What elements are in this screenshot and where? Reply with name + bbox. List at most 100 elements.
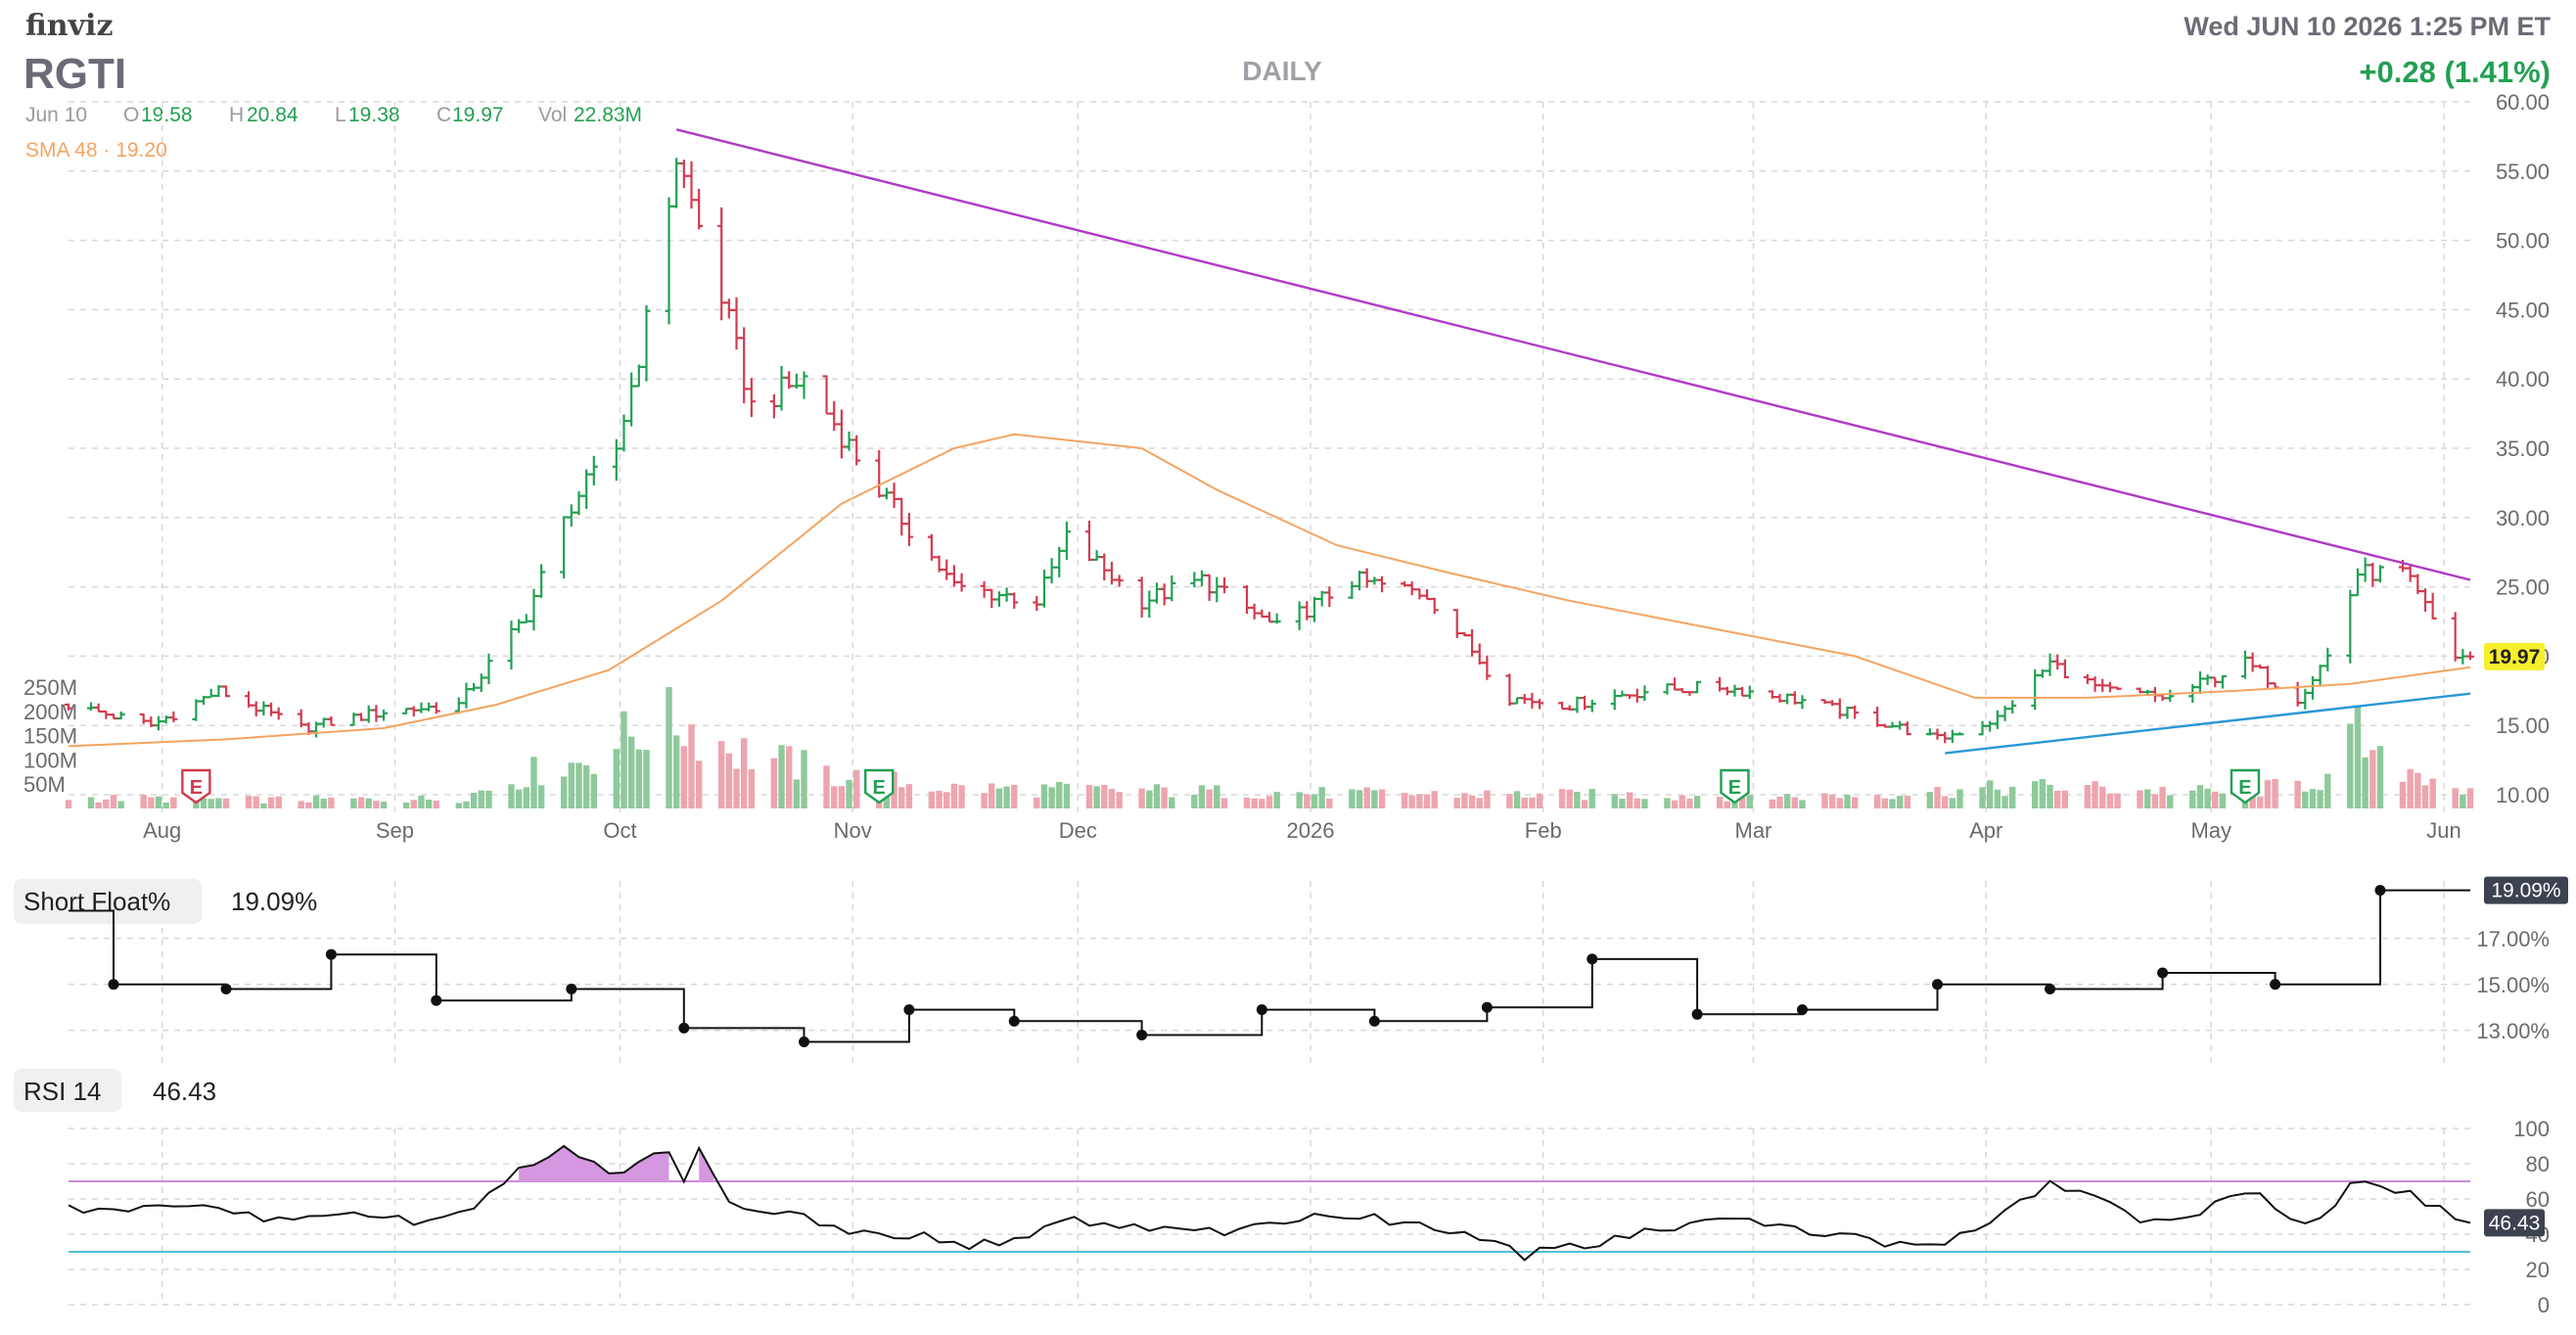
volume-bar xyxy=(2167,795,2174,808)
volume-bar xyxy=(2399,781,2407,808)
volume-bar xyxy=(695,760,703,808)
low-value: 19.38 xyxy=(348,104,400,126)
short-float-grid: 17.00% 15.00% 13.00% xyxy=(69,881,2550,1065)
volume-bar xyxy=(725,753,733,808)
trendline[interactable] xyxy=(1945,692,2471,755)
volume-bar xyxy=(1783,794,1791,808)
volume-bar xyxy=(1513,791,1521,808)
volume-bar xyxy=(1349,789,1356,808)
volume-bar xyxy=(103,799,110,808)
volume-bar xyxy=(2009,786,2016,808)
earnings-marker[interactable]: E xyxy=(1720,768,1750,805)
short-float-point xyxy=(799,1036,810,1047)
brand-logo[interactable]: finviz xyxy=(25,9,114,43)
trendline[interactable] xyxy=(675,128,2471,581)
y-tick-label: 25.00 xyxy=(2496,575,2550,600)
volume-bar xyxy=(2114,793,2121,808)
price-grid xyxy=(69,101,2470,812)
short-float-point xyxy=(2045,983,2056,994)
volume-bar xyxy=(560,776,568,808)
volume-bar xyxy=(1941,796,1949,808)
volume-bar xyxy=(958,785,965,808)
volume-bar xyxy=(2460,794,2466,808)
volume-bar xyxy=(2354,707,2362,808)
volume-bar xyxy=(1529,797,1536,808)
trendlines[interactable] xyxy=(675,128,2471,755)
short-float-tag-bg[interactable] xyxy=(14,879,202,924)
volume-bar xyxy=(155,796,162,808)
earnings-marker[interactable]: E xyxy=(864,768,895,805)
rsi-tick-label: 0 xyxy=(2538,1293,2550,1317)
short-float-point xyxy=(1691,1008,1703,1020)
short-float-point xyxy=(2157,967,2169,979)
volume-bar xyxy=(350,798,357,808)
volume-bar xyxy=(1588,789,1595,808)
volume-bar xyxy=(253,796,259,808)
earnings-marker-shape xyxy=(1720,768,1750,805)
volume-bar xyxy=(680,746,688,808)
rsi-badge-bg xyxy=(2484,1209,2545,1237)
earnings-marker-label: E xyxy=(190,777,203,799)
earnings-marker[interactable]: E xyxy=(2230,768,2261,805)
volume-bar xyxy=(267,797,275,808)
volume-bar xyxy=(2309,789,2317,808)
volume-bar xyxy=(1206,789,1213,808)
short-float-tick-label: 17.00% xyxy=(2476,927,2550,951)
timeframe-label[interactable]: DAILY xyxy=(1242,56,1322,86)
volume-bar xyxy=(215,798,222,808)
volume-bar xyxy=(1566,789,1573,808)
volume-bar xyxy=(1318,787,1325,808)
volume-bar xyxy=(1273,792,1280,808)
volume-bar xyxy=(2369,750,2376,808)
x-tick-label: Nov xyxy=(834,818,872,843)
volume-bar xyxy=(613,749,621,808)
volume-bar xyxy=(1371,790,1378,808)
volume-bar xyxy=(478,790,484,808)
volume-bar xyxy=(950,783,958,808)
volume-bar xyxy=(2347,723,2354,808)
volume-bar xyxy=(1265,796,1273,808)
x-tick-label: Feb xyxy=(1525,818,1562,843)
volume-bar xyxy=(793,779,801,808)
volume-bar xyxy=(410,800,417,808)
volume-bar xyxy=(2362,757,2369,808)
volume-bar xyxy=(2001,796,2008,808)
volume-bar xyxy=(846,779,852,808)
volume-tick-label: 250M xyxy=(23,675,77,700)
volume-bar xyxy=(582,765,590,808)
volume-bar xyxy=(1679,795,1685,808)
volume-bar xyxy=(1326,798,1333,808)
volume-bar xyxy=(2452,788,2459,808)
volume-bar xyxy=(1146,790,1153,808)
y-tick-label: 50.00 xyxy=(2496,229,2550,253)
volume-bar xyxy=(1881,798,1889,808)
earnings-marker-label: E xyxy=(873,777,886,799)
volume-bar xyxy=(1994,789,2001,808)
volume-bar xyxy=(1138,788,1145,808)
rsi-overbought-area xyxy=(519,1145,669,1181)
volume-bar xyxy=(1363,787,1370,808)
volume-bar xyxy=(1093,786,1100,808)
volume-bar xyxy=(1521,797,1528,808)
volume-bar xyxy=(1011,784,1018,808)
volume-bar xyxy=(470,792,478,808)
volume-bar xyxy=(1828,794,1836,808)
last-price-badge: 19.97 xyxy=(2484,642,2545,670)
volume-bar xyxy=(1101,784,1108,808)
volume-bar xyxy=(1889,799,1896,808)
volume-bar xyxy=(2219,793,2227,808)
last-price-badge-bg xyxy=(2484,642,2545,670)
volume-bar xyxy=(298,801,304,808)
rsi-tag-bg[interactable] xyxy=(14,1069,121,1112)
earnings-marker-label: E xyxy=(2238,777,2251,799)
volume-bar xyxy=(1558,789,1566,808)
x-tick-label: Jun xyxy=(2426,818,2461,843)
earnings-marker[interactable]: E xyxy=(181,768,211,805)
volume-bar xyxy=(2092,781,2098,808)
volume-bar xyxy=(2039,778,2047,808)
volume-bar xyxy=(2084,785,2092,808)
short-float-value: 19.09% xyxy=(231,887,317,916)
volume-bar xyxy=(537,785,545,808)
volume-bar xyxy=(1034,797,1040,808)
